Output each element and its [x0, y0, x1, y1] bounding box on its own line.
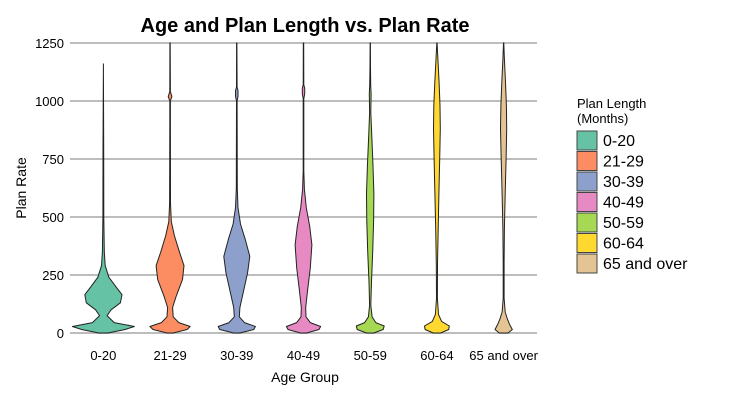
legend-swatch — [576, 212, 598, 233]
legend-title-line-2: (Months) — [577, 111, 628, 126]
violin-60-64 — [424, 42, 450, 334]
y-axis-ticks: 0 250 500 750 1000 1250 — [35, 36, 64, 341]
y-tick-label: 0 — [57, 326, 64, 341]
x-tick-label: 50-59 — [354, 348, 387, 363]
legend-label: 40-49 — [603, 195, 644, 212]
legend-label: 21-29 — [603, 154, 644, 171]
violin-21-29 — [149, 42, 191, 334]
legend-label: 50-59 — [603, 215, 644, 232]
legend-swatch — [576, 151, 598, 171]
legend-swatch — [576, 192, 598, 212]
legend-swatch — [576, 233, 598, 253]
y-axis-title: Plan Rate — [13, 157, 29, 219]
legend-label: 0-20 — [603, 133, 635, 150]
legend-label: 30-39 — [603, 174, 644, 191]
x-tick-label: 40-49 — [287, 348, 320, 363]
legend-swatch — [576, 253, 598, 274]
x-tick-label: 60-64 — [420, 348, 453, 363]
y-tick-label: 750 — [42, 152, 64, 167]
y-tick-label: 1000 — [35, 94, 64, 109]
legend-swatch — [576, 130, 598, 151]
violins — [71, 42, 513, 334]
x-axis-title: Age Group — [271, 369, 339, 385]
violin-0-20 — [71, 63, 135, 334]
y-tick-label: 250 — [42, 268, 64, 283]
x-axis-ticks: 0-20 21-29 30-39 40-49 50-59 60-64 65 and over — [90, 348, 538, 363]
x-tick-label: 0-20 — [90, 348, 116, 363]
chart-title: Age and Plan Length vs. Plan Rate — [141, 15, 470, 37]
violin-30-39 — [217, 42, 256, 334]
x-tick-label: 30-39 — [220, 348, 253, 363]
legend-swatch — [576, 171, 598, 192]
legend-label: 60-64 — [603, 236, 644, 253]
legend: Plan Length (Months) 0-20 21-29 30-39 40-49… — [576, 96, 688, 274]
violin-50-59 — [355, 42, 385, 334]
x-tick-label: 21-29 — [153, 348, 186, 363]
y-tick-label: 1250 — [35, 36, 64, 51]
y-tick-label: 500 — [42, 210, 64, 225]
legend-title-line-1: Plan Length — [577, 96, 646, 111]
violin-65-and-over — [494, 42, 513, 334]
x-tick-label: 65 and over — [469, 348, 538, 363]
legend-label: 65 and over — [603, 256, 688, 273]
violin-40-49 — [285, 42, 322, 334]
